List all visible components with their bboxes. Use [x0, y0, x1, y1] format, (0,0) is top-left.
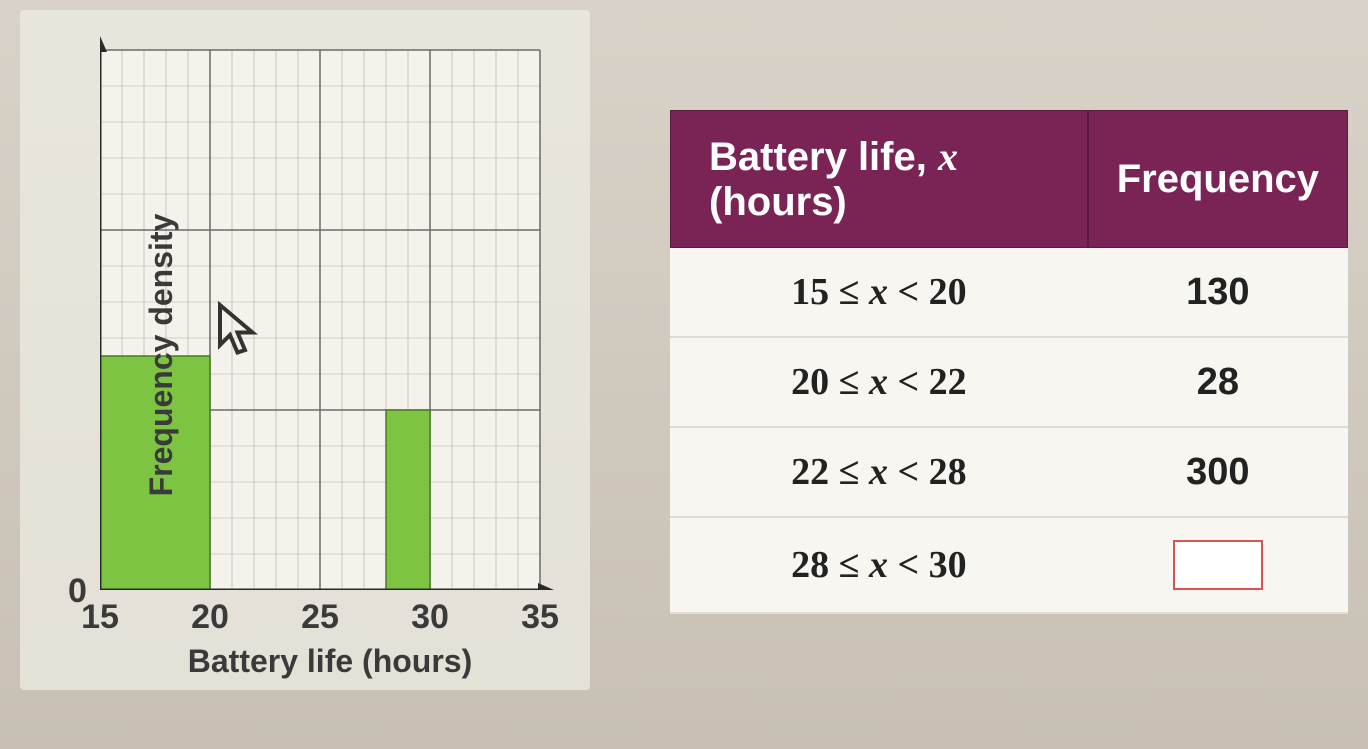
x-tick: 35: [521, 598, 559, 637]
chart-inner: Frequency density 0 1520253035 Battery l…: [30, 30, 560, 680]
frequency-cell: 130: [1088, 248, 1348, 338]
x-tick: 15: [81, 598, 119, 637]
table-row: 20 ≤ x < 2228: [670, 338, 1348, 428]
col-header-battery-life: Battery life, x (hours): [670, 110, 1088, 248]
table-row: 15 ≤ x < 20130: [670, 248, 1348, 338]
col1-suffix: (hours): [709, 180, 847, 224]
frequency-cell: 300: [1088, 428, 1348, 518]
table-header-row: Battery life, x (hours) Frequency: [670, 110, 1348, 248]
x-tick: 25: [301, 598, 339, 637]
x-tick-labels: 1520253035: [100, 598, 540, 638]
range-cell: 20 ≤ x < 22: [670, 338, 1088, 428]
histogram-panel: Frequency density 0 1520253035 Battery l…: [20, 10, 590, 690]
y-axis-label: Frequency density: [143, 214, 180, 497]
frequency-cell: 28: [1088, 338, 1348, 428]
range-cell: 22 ≤ x < 28: [670, 428, 1088, 518]
page-container: Frequency density 0 1520253035 Battery l…: [0, 0, 1368, 700]
frequency-table: Battery life, x (hours) Frequency 15 ≤ x…: [670, 110, 1348, 614]
col-header-frequency: Frequency: [1088, 110, 1348, 248]
col1-prefix: Battery life,: [709, 135, 938, 179]
x-tick: 30: [411, 598, 449, 637]
frequency-cell[interactable]: [1088, 518, 1348, 614]
table-row: 28 ≤ x < 30: [670, 518, 1348, 614]
col1-var: x: [938, 134, 958, 179]
range-cell: 15 ≤ x < 20: [670, 248, 1088, 338]
range-cell: 28 ≤ x < 30: [670, 518, 1088, 614]
frequency-table-wrap: Battery life, x (hours) Frequency 15 ≤ x…: [670, 10, 1348, 614]
x-axis-label: Battery life (hours): [100, 643, 560, 680]
answer-input-box[interactable]: [1173, 540, 1263, 590]
x-tick: 20: [191, 598, 229, 637]
table-row: 22 ≤ x < 28300: [670, 428, 1348, 518]
